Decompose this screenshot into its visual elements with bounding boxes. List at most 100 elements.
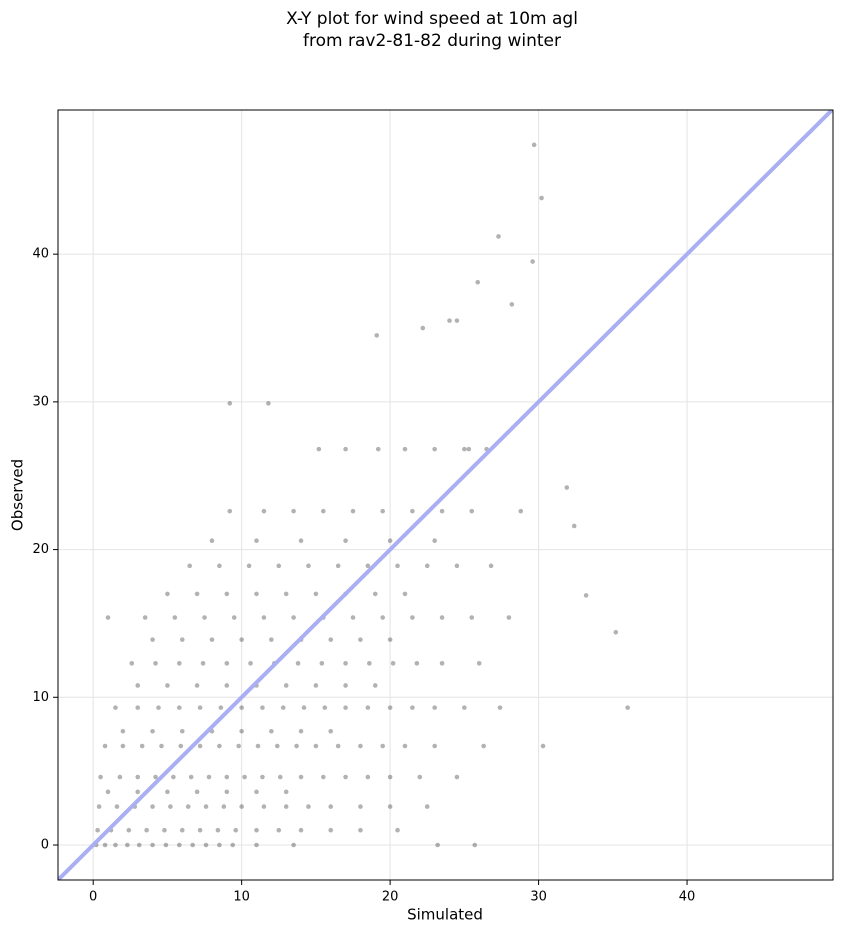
point: [179, 827, 185, 833]
point: [135, 705, 141, 710]
point: [120, 743, 126, 749]
point: [420, 325, 426, 331]
point: [224, 683, 230, 688]
x-tick-label: 30: [530, 890, 547, 905]
point: [194, 789, 200, 795]
point: [209, 637, 215, 642]
point: [395, 563, 400, 569]
point: [283, 804, 289, 809]
point: [328, 637, 334, 642]
point: [298, 538, 304, 544]
point: [328, 827, 334, 833]
point: [224, 789, 230, 795]
point: [497, 705, 503, 710]
point: [269, 728, 274, 734]
point: [313, 683, 319, 688]
point: [435, 842, 440, 848]
point: [218, 705, 224, 710]
point: [424, 563, 430, 569]
point: [402, 591, 408, 597]
point: [113, 705, 118, 710]
point: [120, 728, 126, 734]
point: [266, 401, 271, 406]
y-axis-label: Observed: [9, 459, 27, 531]
point: [375, 446, 381, 452]
points: [93, 142, 630, 848]
point: [280, 705, 286, 710]
point: [185, 804, 191, 809]
y-tick-label: 20: [32, 542, 49, 557]
point: [95, 827, 100, 833]
point: [506, 615, 512, 620]
point: [156, 705, 161, 710]
point: [313, 591, 319, 597]
point: [306, 563, 311, 569]
point: [136, 842, 142, 848]
point: [380, 615, 385, 620]
point: [462, 446, 467, 452]
point: [125, 842, 130, 848]
grid: [58, 110, 833, 880]
point: [150, 637, 155, 642]
y-tick-label: 30: [32, 394, 49, 409]
point: [358, 637, 363, 642]
point: [316, 446, 322, 452]
point: [321, 774, 326, 780]
point: [295, 661, 301, 666]
point: [496, 234, 501, 239]
point: [224, 591, 230, 597]
point: [274, 743, 280, 749]
point: [142, 615, 148, 620]
x-tick-label: 40: [679, 890, 696, 905]
point: [530, 259, 535, 264]
point: [343, 538, 348, 544]
point: [260, 774, 265, 780]
point: [343, 705, 348, 710]
point: [321, 508, 326, 514]
point: [261, 508, 267, 514]
point: [171, 774, 176, 780]
point: [365, 774, 371, 780]
point: [197, 705, 203, 710]
point: [163, 842, 169, 848]
point: [209, 538, 215, 544]
point: [178, 743, 184, 749]
point: [410, 615, 415, 620]
point: [372, 683, 378, 688]
point: [509, 302, 515, 307]
point: [472, 842, 478, 848]
point: [380, 508, 385, 514]
point: [390, 661, 396, 666]
point: [298, 728, 304, 734]
point: [277, 774, 283, 780]
point: [306, 804, 311, 809]
point: [488, 563, 494, 569]
point: [215, 827, 221, 833]
point: [203, 804, 209, 809]
point: [254, 538, 259, 544]
point: [462, 705, 467, 710]
point: [113, 842, 118, 848]
point: [402, 743, 408, 749]
point: [139, 743, 145, 749]
point: [350, 615, 356, 620]
point: [387, 804, 393, 809]
y-tick-label: 0: [41, 837, 49, 852]
point: [319, 661, 325, 666]
point: [447, 318, 452, 323]
point: [105, 615, 111, 620]
point: [424, 804, 430, 809]
point: [298, 774, 304, 780]
point: [179, 637, 185, 642]
point: [217, 743, 222, 749]
point: [227, 508, 233, 514]
point: [395, 827, 400, 833]
point: [328, 804, 334, 809]
point: [135, 789, 141, 795]
point: [583, 593, 589, 598]
point: [350, 508, 356, 514]
point: [387, 774, 393, 780]
point: [231, 615, 237, 620]
point: [217, 563, 222, 569]
point: [571, 523, 577, 529]
